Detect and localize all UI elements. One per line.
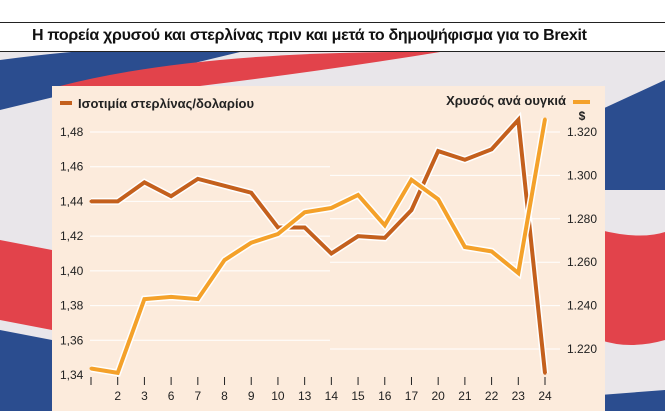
pound-point xyxy=(196,177,200,181)
x-tick-label: 13 xyxy=(298,389,312,403)
pound-point xyxy=(329,252,333,255)
pound-point xyxy=(116,199,120,203)
pound-point xyxy=(490,147,494,151)
right-axis-unit: $ xyxy=(579,109,586,123)
x-tick-label: 23 xyxy=(512,389,526,403)
x-tick-label: 15 xyxy=(351,389,365,403)
x-tick-label: 21 xyxy=(458,389,472,403)
gold-point xyxy=(169,295,173,299)
gold-point xyxy=(276,232,280,236)
x-tick-label: 14 xyxy=(325,389,339,403)
divider xyxy=(0,22,665,23)
series-lines xyxy=(89,111,549,377)
gold-point xyxy=(303,210,307,214)
pound-point xyxy=(463,158,467,162)
pound-point xyxy=(436,149,440,153)
gold-point xyxy=(116,371,120,375)
chart-title: Η πορεία χρυσού και στερλίνας πριν και μ… xyxy=(32,27,587,44)
gold-point xyxy=(516,271,520,275)
gold-point xyxy=(543,117,547,121)
right-tick-label: 1.320 xyxy=(567,125,597,139)
right-tick-label: 1.220 xyxy=(567,342,597,356)
pound-point xyxy=(303,225,307,229)
x-tick-label: 17 xyxy=(405,389,419,403)
x-tick-label: 22 xyxy=(485,389,499,403)
gold-line xyxy=(90,118,547,376)
gold-point xyxy=(409,178,413,182)
gridlines xyxy=(90,131,560,350)
pound-point xyxy=(169,194,173,198)
pound-point xyxy=(383,236,387,240)
left-axis: 1,48 1,46 1,44 1,42 1,40 1,38 1,36 1,34 xyxy=(60,125,84,382)
right-tick-label: 1.300 xyxy=(567,168,597,182)
gold-point xyxy=(329,206,333,210)
left-tick-label: 1,40 xyxy=(60,264,84,278)
gold-point xyxy=(356,193,360,197)
title-bar: Η πορεία χρυσού και στερλίνας πριν και μ… xyxy=(0,0,665,52)
legend-gold: Χρυσός ανά ουγκιά xyxy=(446,93,566,108)
pound-point xyxy=(409,208,413,212)
x-tick-label: 10 xyxy=(271,389,285,403)
gold-point xyxy=(383,223,387,227)
left-tick-label: 1,36 xyxy=(60,333,84,347)
right-axis: 1.320 1.300 1.280 1.260 1.240 1.220 xyxy=(567,125,597,356)
gold-point xyxy=(89,367,93,371)
pound-point xyxy=(516,118,520,122)
right-tick-label: 1.260 xyxy=(567,255,597,269)
x-tick-label: 8 xyxy=(221,389,228,403)
pound-point xyxy=(356,234,360,238)
pound-point xyxy=(142,180,146,184)
gold-point xyxy=(490,249,494,253)
pound-line xyxy=(91,115,547,374)
gold-point xyxy=(142,297,146,301)
pound-point xyxy=(276,225,280,229)
gold-point xyxy=(196,297,200,301)
left-tick-label: 1,46 xyxy=(60,160,84,174)
gold-point xyxy=(223,258,227,262)
pound-point xyxy=(249,191,253,195)
pound-point xyxy=(223,184,227,188)
x-tick-label: 3 xyxy=(141,389,148,403)
x-tick-label: 20 xyxy=(431,389,445,403)
left-tick-label: 1,38 xyxy=(60,299,84,313)
x-tick-label: 24 xyxy=(538,389,552,403)
x-tick-label: 16 xyxy=(378,389,392,403)
left-tick-label: 1,34 xyxy=(60,368,84,382)
gold-point xyxy=(463,245,467,249)
pound-point xyxy=(89,199,93,203)
gold-point xyxy=(436,197,440,201)
x-tick-label: 7 xyxy=(194,389,201,403)
x-tick-label: 6 xyxy=(168,389,175,403)
x-axis: 2 3 6 7 8 9 10 13 14 15 16 17 20 21 22 23 24 xyxy=(90,377,552,403)
pound-point xyxy=(543,371,547,375)
gold-point xyxy=(249,241,253,245)
right-tick-label: 1.240 xyxy=(567,299,597,313)
left-tick-label: 1,42 xyxy=(60,229,84,243)
left-tick-label: 1,44 xyxy=(60,194,84,208)
right-tick-label: 1.280 xyxy=(567,212,597,226)
left-tick-label: 1,48 xyxy=(60,125,84,139)
x-tick-label: 9 xyxy=(248,389,255,403)
x-tick-label: 2 xyxy=(114,389,121,403)
legend-pound: Ισοτιμία στερλίνας/δολαρίου xyxy=(78,96,254,111)
